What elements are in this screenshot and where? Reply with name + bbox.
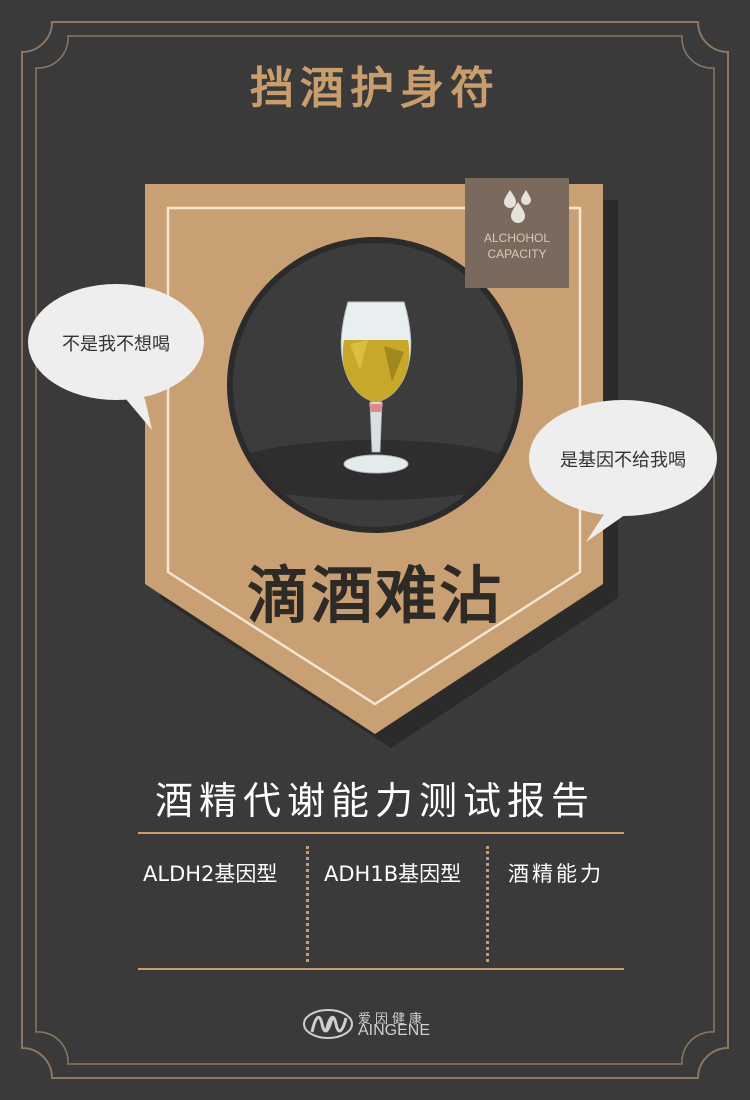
top-divider	[138, 832, 624, 834]
speech-bubble-left: 不是我不想喝	[24, 282, 208, 432]
bottom-divider	[138, 968, 624, 970]
bubble-shape	[28, 284, 204, 430]
tag-line-2: CAPACITY	[487, 247, 547, 261]
report-title: 酒精代谢能力测试报告	[154, 779, 595, 823]
tag-line-1: ALCHOHOL	[483, 231, 551, 245]
column-adh1b: ADH1B基因型	[324, 862, 462, 886]
alcohol-capacity-tag: ALCHOHOL CAPACITY	[465, 178, 569, 288]
column-aldh2: ALDH2基因型	[143, 862, 278, 886]
aingene-logo-icon	[303, 1009, 353, 1039]
column-alcohol-ability: 酒精能力	[508, 862, 604, 886]
logo-en-text: AINGENE	[358, 1022, 431, 1039]
logo-cn-text: 爱因健康	[358, 1012, 427, 1027]
column-separator	[486, 846, 489, 962]
column-separator	[306, 846, 309, 962]
wine-glass-icon	[340, 301, 412, 474]
brand-phrase: 滴酒难沾	[246, 559, 503, 632]
speech-bubble-right: 是基因不给我喝	[526, 398, 720, 544]
water-drops-icon	[504, 190, 531, 223]
page-title: 挡酒护身符	[250, 63, 500, 114]
bubble-shape	[529, 400, 717, 542]
aingene-logo: 爱因健康 AINGENE	[302, 1008, 430, 1044]
bubble-left-text: 不是我不想喝	[62, 334, 170, 355]
bubble-right-text: 是基因不给我喝	[560, 450, 686, 471]
